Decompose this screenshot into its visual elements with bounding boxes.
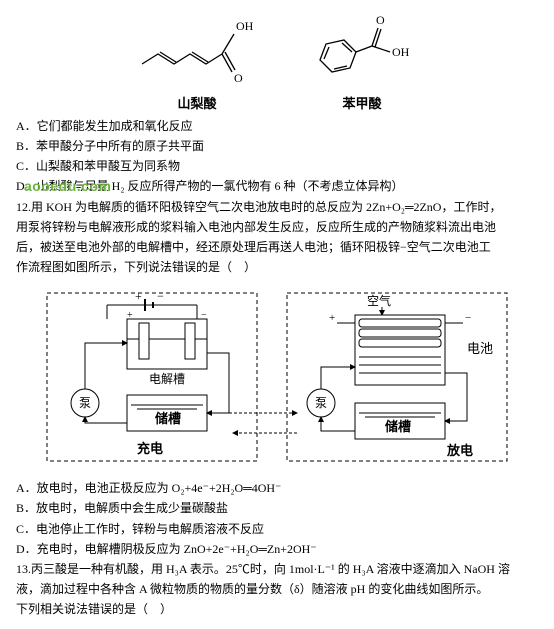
q12-line1: 12.用 KOH 为电解质的循环阳极锌空气二次电池放电时的总反应为 2Zn+O₂… bbox=[16, 198, 538, 217]
pump-right-label: 泵 bbox=[315, 396, 327, 410]
q12-option-a: A．放电时，电池正极反应为 O₂+4e⁻+2H₂O═4OH⁻ bbox=[16, 479, 538, 498]
q12-option-b: B．放电时，电解质中会生成少量碳酸盐 bbox=[16, 499, 538, 518]
molecule-figures: OH O 山梨酸 bbox=[16, 12, 538, 115]
discharging-box: 空气 电池 + bbox=[287, 293, 507, 461]
battery-flow-diagram: + − + − 电解槽 储槽 bbox=[16, 283, 538, 473]
q12-line2: 用泵将锌粉与电解液形成的浆料输入电池内部发生反应，反应所生成的产物随浆料流出电池 bbox=[16, 218, 538, 237]
q11-option-b: B．苯甲酸分子中所有的原子共平面 bbox=[16, 137, 538, 156]
q11-option-d: D．山梨酸与足量 H₂ 反应所得产物的一氯代物有 6 种（不考虑立体异构） ao… bbox=[16, 177, 538, 196]
benzoic-oh-label: OH bbox=[392, 45, 410, 59]
benzoic-acid-figure: O OH 苯甲酸 bbox=[302, 12, 422, 115]
air-label: 空气 bbox=[367, 293, 391, 308]
exam-page: OH O 山梨酸 bbox=[0, 0, 554, 629]
dc-minus: − bbox=[157, 289, 164, 303]
charge-label: 充电 bbox=[137, 441, 163, 456]
tank-left-label: 储槽 bbox=[154, 411, 181, 426]
benzoic-o-label: O bbox=[376, 13, 385, 27]
q11-option-a: A．它们都能发生加成和氧化反应 bbox=[16, 117, 538, 136]
battery-label: 电池 bbox=[467, 341, 493, 356]
sorbic-oh-label: OH bbox=[236, 19, 254, 33]
sorbic-acid-figure: OH O 山梨酸 bbox=[132, 12, 262, 115]
watermark: aooedu.com bbox=[24, 175, 111, 197]
electrolyzer-label: 电解槽 bbox=[149, 372, 185, 386]
charging-box: + − + − 电解槽 储槽 bbox=[47, 289, 257, 461]
batt-plus: + bbox=[329, 312, 335, 324]
q13-line2: 液，滴加过程中各种含 A 微粒物质的物质的量分数（δ）随溶液 pH 的变化曲线如… bbox=[16, 580, 538, 599]
pump-left-label: 泵 bbox=[79, 396, 91, 410]
q12-option-d: D．充电时，电解槽阴极反应为 ZnO+2e⁻+H₂O═Zn+2OH⁻ bbox=[16, 540, 538, 559]
benzoic-acid-svg: O OH bbox=[302, 12, 422, 92]
q12-line4: 作流程图如图所示，下列说法错误的是（ ） bbox=[16, 258, 538, 277]
q12-line3: 后，被送至电池外部的电解槽中，经还原处理后再送人电池；循环阳极锌−空气二次电池工 bbox=[16, 238, 538, 257]
benzoic-caption: 苯甲酸 bbox=[342, 94, 381, 115]
sorbic-caption: 山梨酸 bbox=[177, 94, 216, 115]
q11-option-c: C．山梨酸和苯甲酸互为同系物 bbox=[16, 157, 538, 176]
dc-plus: + bbox=[135, 289, 142, 303]
q13-line1: 13.丙三酸是一种有机酸，用 H₃A 表示。25℃时，向 1mol·L⁻¹ 的 … bbox=[16, 560, 538, 579]
flow-svg: + − + − 电解槽 储槽 bbox=[37, 283, 517, 473]
q13-line3: 下列相关说法错误的是（ ） bbox=[16, 600, 538, 619]
elec-plus: + bbox=[127, 310, 133, 321]
discharge-label: 放电 bbox=[446, 443, 473, 458]
elec-minus: − bbox=[201, 310, 207, 321]
sorbic-o-label: O bbox=[234, 71, 243, 85]
batt-minus: − bbox=[465, 312, 471, 324]
sorbic-acid-svg: OH O bbox=[132, 12, 262, 92]
q12-option-c: C．电池停止工作时，锌粉与电解质溶液不反应 bbox=[16, 520, 538, 539]
tank-right-label: 储槽 bbox=[384, 419, 411, 434]
